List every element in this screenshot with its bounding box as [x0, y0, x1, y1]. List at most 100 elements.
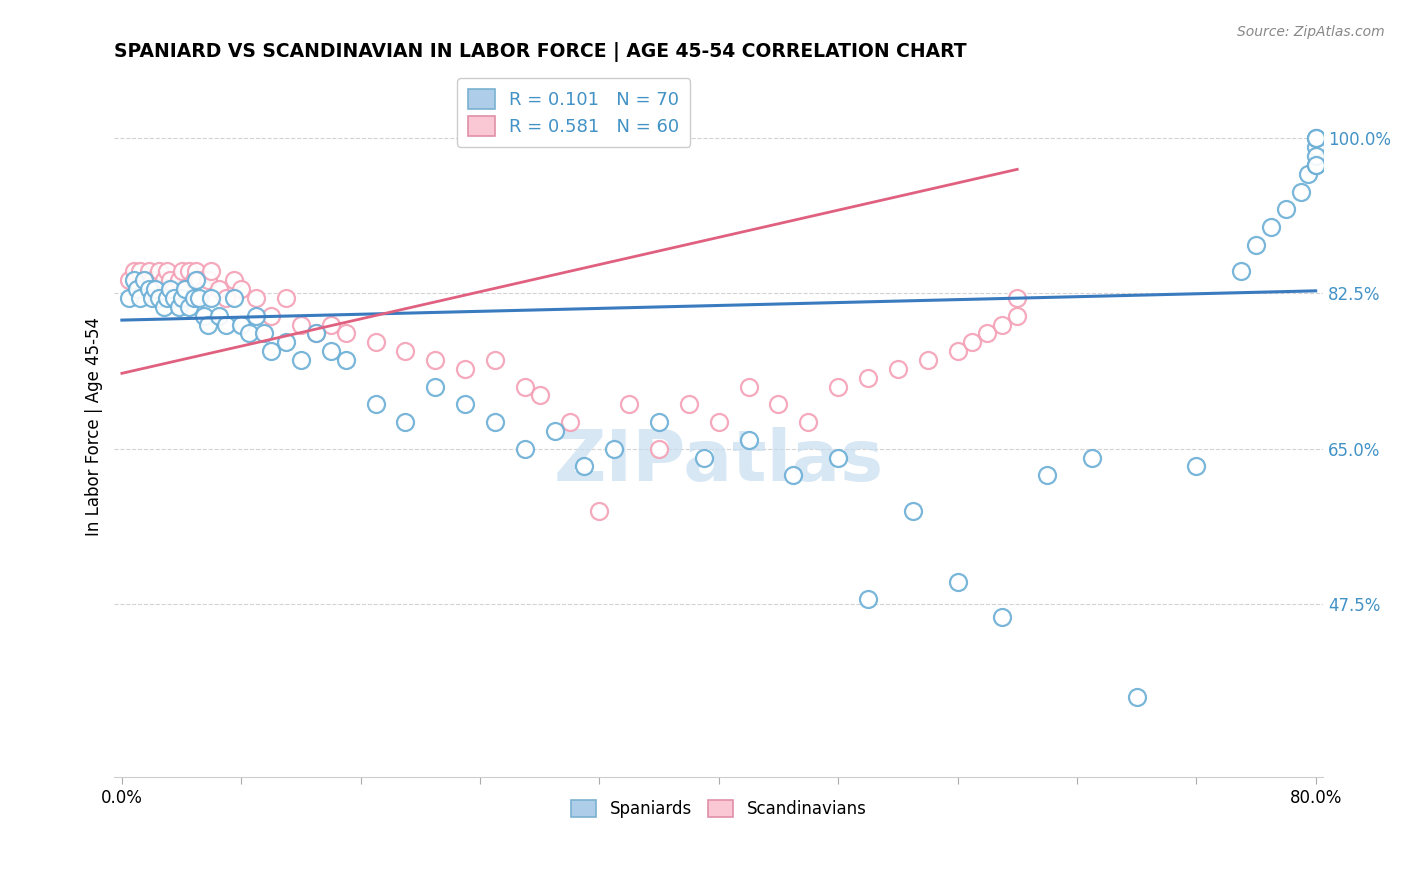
Point [197, 318, 219, 332]
Point [163, 291, 186, 305]
Point [128, 264, 150, 278]
Point [159, 282, 181, 296]
Point [290, 318, 312, 332]
Point [245, 291, 267, 305]
Point [290, 353, 312, 368]
Point [737, 379, 759, 393]
Point [1305, 158, 1327, 172]
Point [118, 273, 141, 287]
Point [138, 264, 160, 278]
Point [122, 273, 145, 287]
Point [170, 264, 193, 278]
Point [1260, 219, 1282, 234]
Y-axis label: In Labor Force | Age 45-54: In Labor Force | Age 45-54 [86, 317, 103, 536]
Point [245, 309, 267, 323]
Point [976, 326, 998, 341]
Point [484, 415, 506, 429]
Point [1036, 468, 1059, 483]
Point [1005, 309, 1028, 323]
Point [1081, 450, 1104, 465]
Point [200, 291, 222, 305]
Point [177, 300, 200, 314]
Point [887, 362, 910, 376]
Point [188, 273, 211, 287]
Point [156, 264, 179, 278]
Point [222, 273, 245, 287]
Point [693, 450, 716, 465]
Point [134, 273, 156, 287]
Point [141, 273, 163, 287]
Point [128, 291, 150, 305]
Point [188, 291, 211, 305]
Point [946, 574, 969, 589]
Point [737, 433, 759, 447]
Point [125, 282, 148, 296]
Point [231, 318, 253, 332]
Point [827, 450, 849, 465]
Point [962, 335, 984, 350]
Point [648, 442, 671, 456]
Point [648, 415, 671, 429]
Point [183, 273, 205, 287]
Point [170, 291, 193, 305]
Point [707, 415, 730, 429]
Point [253, 326, 276, 341]
Point [1185, 459, 1208, 474]
Point [1305, 131, 1327, 145]
Point [118, 291, 141, 305]
Point [364, 335, 387, 350]
Point [143, 282, 166, 296]
Point [122, 264, 145, 278]
Point [394, 415, 416, 429]
Point [543, 424, 565, 438]
Point [454, 362, 477, 376]
Point [208, 309, 231, 323]
Point [200, 264, 222, 278]
Point [186, 273, 208, 287]
Point [454, 397, 477, 411]
Point [125, 282, 148, 296]
Point [305, 326, 328, 341]
Point [260, 309, 283, 323]
Point [193, 309, 215, 323]
Point [425, 353, 447, 368]
Point [917, 353, 939, 368]
Point [529, 388, 551, 402]
Point [208, 282, 231, 296]
Point [148, 264, 170, 278]
Point [1230, 264, 1253, 278]
Point [797, 415, 820, 429]
Point [513, 379, 536, 393]
Point [856, 370, 879, 384]
Point [152, 300, 174, 314]
Point [197, 273, 219, 287]
Point [513, 442, 536, 456]
Point [173, 282, 195, 296]
Point [177, 264, 200, 278]
Point [274, 291, 297, 305]
Point [319, 318, 342, 332]
Point [991, 318, 1014, 332]
Point [1305, 140, 1327, 154]
Point [335, 326, 357, 341]
Point [603, 442, 626, 456]
Legend: Spaniards, Scandinavians: Spaniards, Scandinavians [564, 793, 873, 824]
Point [782, 468, 804, 483]
Point [484, 353, 506, 368]
Point [173, 282, 195, 296]
Point [425, 379, 447, 393]
Point [238, 326, 260, 341]
Point [856, 592, 879, 607]
Point [305, 326, 328, 341]
Point [134, 273, 156, 287]
Point [991, 610, 1014, 624]
Point [678, 397, 700, 411]
Text: Source: ZipAtlas.com: Source: ZipAtlas.com [1237, 25, 1385, 39]
Point [1305, 131, 1327, 145]
Point [215, 291, 238, 305]
Point [143, 282, 166, 296]
Point [768, 397, 790, 411]
Point [901, 504, 924, 518]
Point [827, 379, 849, 393]
Point [1244, 237, 1267, 252]
